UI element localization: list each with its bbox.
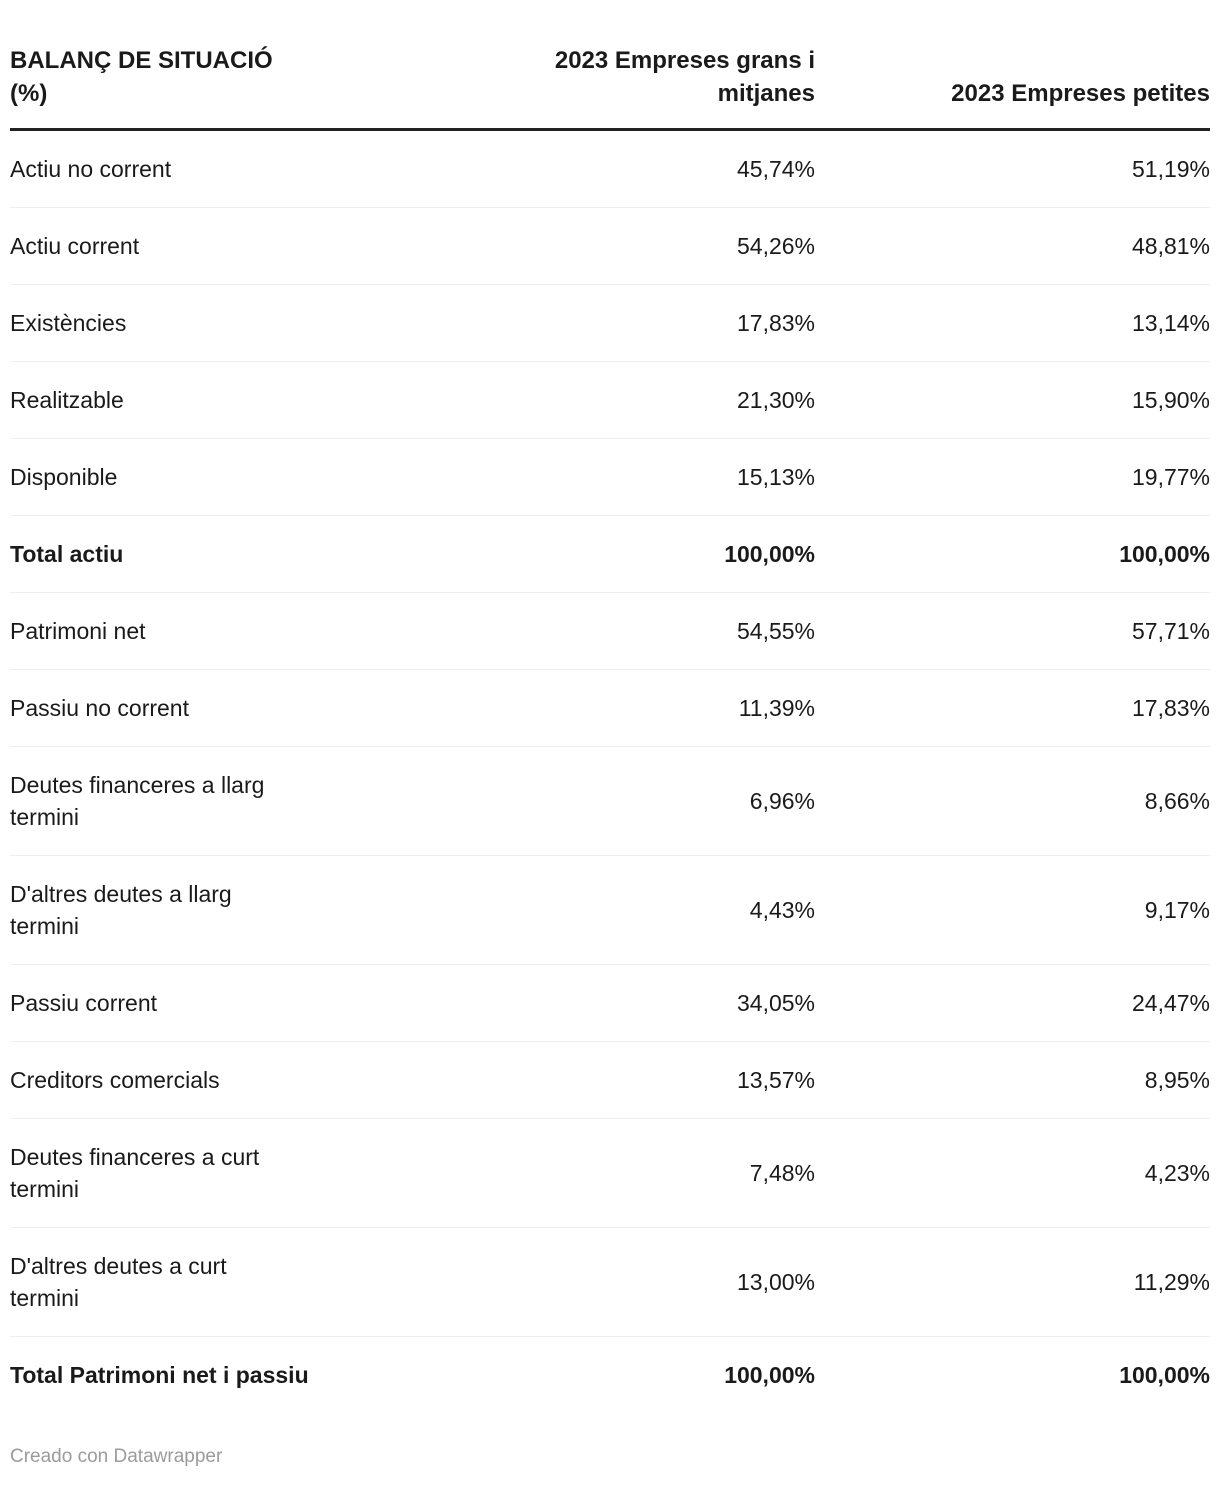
row-value-petites: 57,71% <box>815 592 1210 670</box>
table-row: Total actiu 100,00% 100,00% <box>10 515 1210 593</box>
row-value-grans-mitjanes: 100,00% <box>430 515 815 593</box>
table-row: Passiu corrent 34,05% 24,47% <box>10 964 1210 1042</box>
row-label: Actiu corrent <box>10 207 430 285</box>
column-header-petites: 2023 Empreses petites <box>815 44 1210 131</box>
row-value-grans-mitjanes: 7,48% <box>430 1118 815 1228</box>
row-value-petites: 19,77% <box>815 438 1210 516</box>
table-title: BALANÇ DE SITUACIÓ (%) <box>10 44 430 131</box>
row-value-grans-mitjanes: 13,57% <box>430 1041 815 1119</box>
row-label: D'altres deutes a llarg termini <box>10 855 430 965</box>
row-value-petites: 100,00% <box>815 515 1210 593</box>
row-label: Actiu no corrent <box>10 156 172 182</box>
row-value-petites: 8,66% <box>815 746 1210 856</box>
row-value-grans-mitjanes: 13,00% <box>430 1227 815 1337</box>
row-value-grans-mitjanes: 21,30% <box>430 361 815 439</box>
row-value-grans-mitjanes: 15,13% <box>430 438 815 516</box>
row-value-petites: 48,81% <box>815 207 1210 285</box>
column-header-grans-mitjanes: 2023 Empreses grans i mitjanes <box>430 44 815 131</box>
row-label: D'altres deutes a curt termini <box>10 1227 430 1337</box>
table-row: Disponible 15,13% 19,77% <box>10 438 1210 516</box>
row-label: Disponible <box>10 438 430 516</box>
row-label: Existències <box>10 284 430 362</box>
row-value-grans-mitjanes: 45,74% <box>736 156 815 182</box>
row-label: Realitzable <box>10 361 430 439</box>
row-value-petites: 8,95% <box>815 1041 1210 1119</box>
row-value-grans-mitjanes: 54,26% <box>430 207 815 285</box>
row-value-grans-mitjanes: 54,55% <box>430 592 815 670</box>
row-value-petites: 9,17% <box>815 855 1210 965</box>
table-row: Passiu no corrent 11,39% 17,83% <box>10 669 1210 747</box>
row-value-grans-mitjanes: 11,39% <box>430 669 815 747</box>
table-row: Patrimoni net 54,55% 57,71% <box>10 592 1210 670</box>
table-row: Creditors comercials 13,57% 8,95% <box>10 1041 1210 1119</box>
row-label: Deutes financeres a llarg termini <box>10 746 430 856</box>
table-row: D'altres deutes a llarg termini 4,43% 9,17… <box>10 855 1210 965</box>
datawrapper-credit: Creado con Datawrapper <box>10 1446 223 1467</box>
table-row: Deutes financeres a llarg termini 6,96% 8,… <box>10 746 1210 856</box>
row-value-petites: 51,19% <box>1131 156 1210 182</box>
row-value-petites: 24,47% <box>815 964 1210 1042</box>
row-value-grans-mitjanes: 4,43% <box>430 855 815 965</box>
table-row: Realitzable 21,30% 15,90% <box>10 361 1210 439</box>
row-value-petites: 17,83% <box>815 669 1210 747</box>
row-label: Passiu no corrent <box>10 669 430 747</box>
row-value-grans-mitjanes: 100,00% <box>430 1336 815 1413</box>
row-value-petites: 11,29% <box>815 1227 1210 1337</box>
row-value-petites: 13,14% <box>815 284 1210 362</box>
row-value-petites: 100,00% <box>815 1336 1210 1413</box>
row-value-grans-mitjanes: 34,05% <box>430 964 815 1042</box>
balance-sheet-table: BALANÇ DE SITUACIÓ (%) 2023 Empreses gra… <box>10 44 1210 1413</box>
row-label: Patrimoni net <box>10 592 430 670</box>
table-row: Existències 17,83% 13,14% <box>10 284 1210 362</box>
row-value-grans-mitjanes: 6,96% <box>430 746 815 856</box>
table-row: Total Patrimoni net i passiu 100,00% 100,0… <box>10 1336 1210 1413</box>
row-value-grans-mitjanes: 17,83% <box>430 284 815 362</box>
table-row: Actiu corrent 54,26% 48,81% <box>10 207 1210 285</box>
row-value-petites: 4,23% <box>815 1118 1210 1228</box>
header-row: BALANÇ DE SITUACIÓ (%) 2023 Empreses gra… <box>10 44 1210 131</box>
table-row: Deutes financeres a curt termini 7,48% 4,2… <box>10 1118 1210 1228</box>
row-label: Total Patrimoni net i passiu <box>10 1336 430 1413</box>
table-row: Actiu no corrent 45,74% 51,19% <box>10 130 1210 208</box>
row-label: Creditors comercials <box>10 1041 430 1119</box>
row-label: Total actiu <box>10 515 430 593</box>
row-label: Deutes financeres a curt termini <box>10 1118 430 1228</box>
row-value-petites: 15,90% <box>815 361 1210 439</box>
row-label: Passiu corrent <box>10 964 430 1042</box>
table-row: D'altres deutes a curt termini 13,00% 11,2… <box>10 1227 1210 1337</box>
